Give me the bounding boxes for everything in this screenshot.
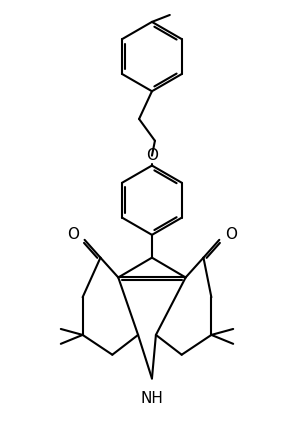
Text: O: O (67, 227, 79, 242)
Text: O: O (225, 227, 237, 242)
Text: O: O (146, 148, 158, 163)
Text: NH: NH (141, 391, 163, 406)
